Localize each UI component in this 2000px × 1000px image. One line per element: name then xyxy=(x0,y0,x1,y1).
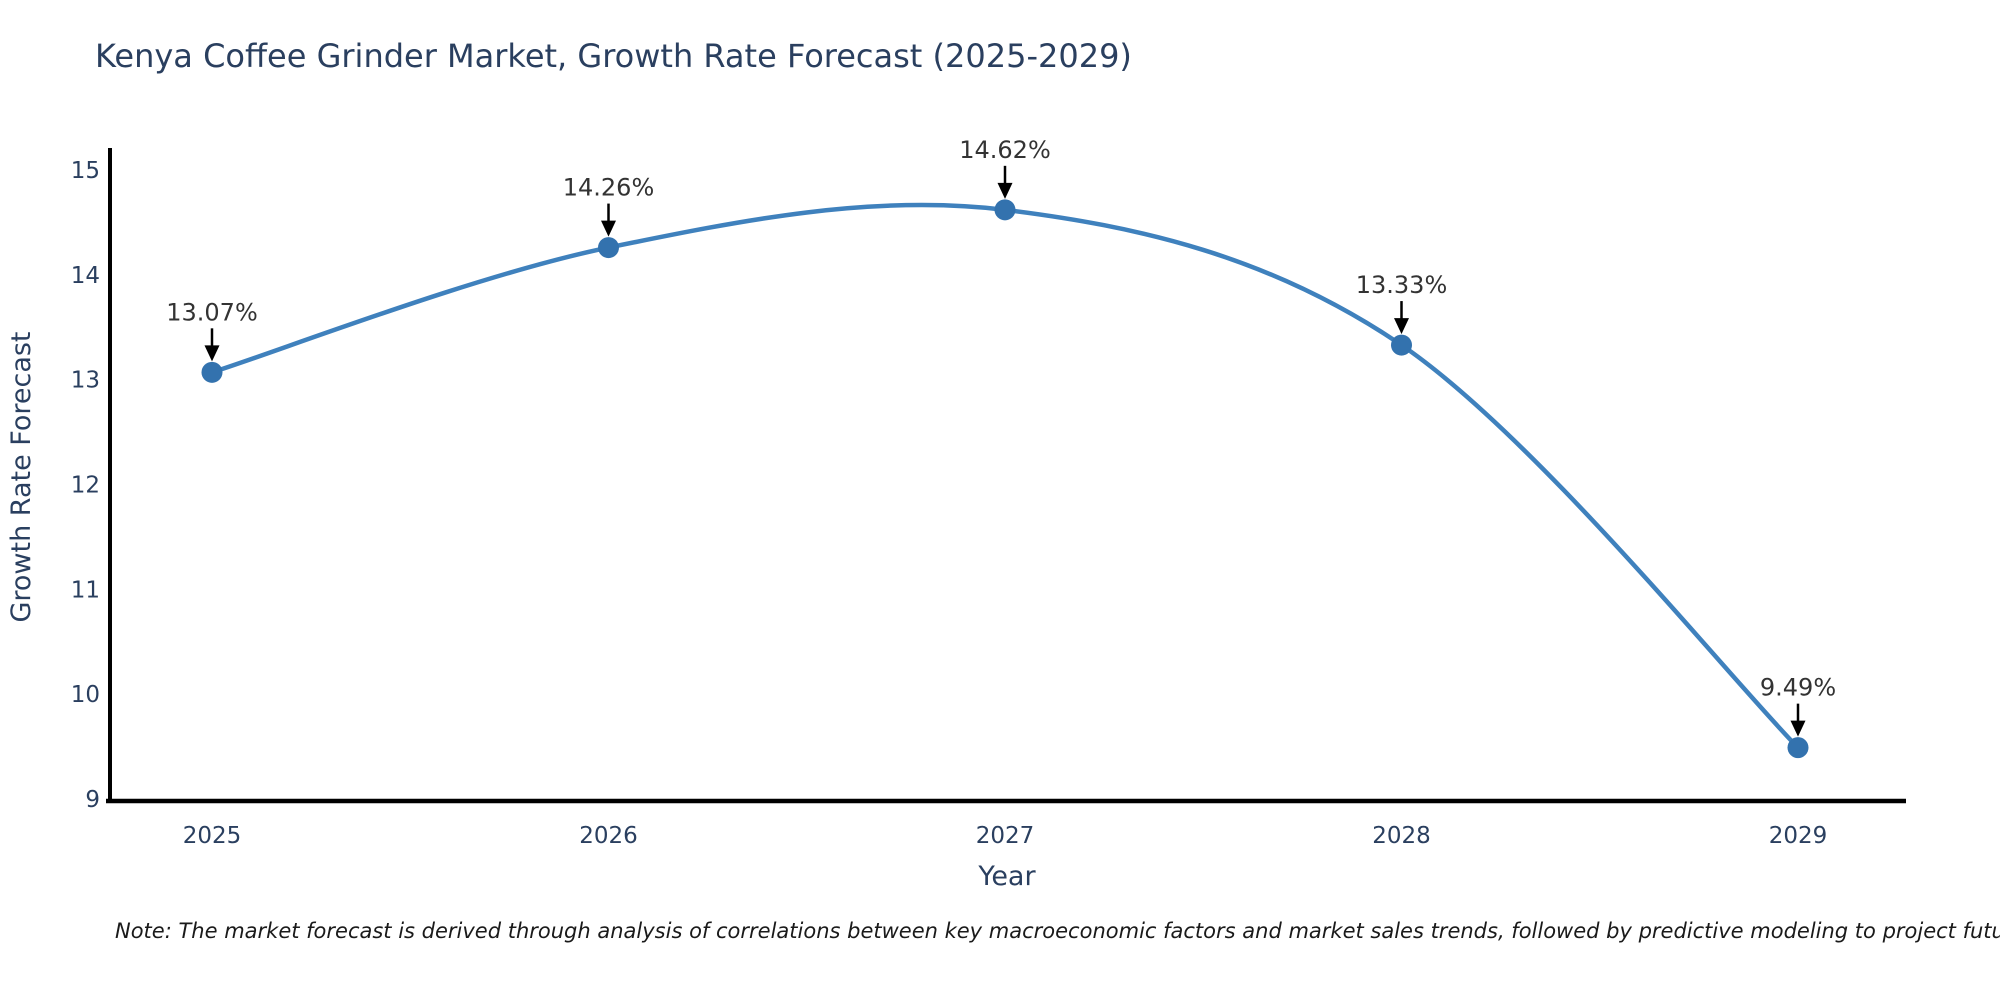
annotation-label-2029: 9.49% xyxy=(1760,674,1836,702)
annotation-arrow-head xyxy=(601,220,616,237)
annotation-label-2026: 14.26% xyxy=(563,174,655,202)
y-tick-14: 14 xyxy=(71,263,100,289)
annotation-2026: 14.26% xyxy=(563,174,655,237)
annotation-label-2028: 13.33% xyxy=(1356,271,1448,299)
x-tick-2025: 2025 xyxy=(183,823,242,849)
footnote: Note: The market forecast is derived thr… xyxy=(115,919,2000,943)
annotation-2025: 13.07% xyxy=(166,298,258,362)
y-tick-13: 13 xyxy=(71,368,100,394)
annotation-2027: 14.62% xyxy=(959,136,1051,199)
data-point-2027 xyxy=(994,199,1016,221)
y-axis-tick-labels: 9 10 11 12 13 14 15 xyxy=(71,158,100,813)
annotation-label-2025: 13.07% xyxy=(166,298,258,326)
data-point-2025 xyxy=(201,361,223,383)
annotation-arrow-head xyxy=(1394,318,1409,335)
x-tick-2029: 2029 xyxy=(1769,823,1828,849)
annotation-arrow-head xyxy=(1790,720,1806,737)
point-annotations: 13.07% 14.26% 14.62% 13.33% 9.49% xyxy=(166,136,1836,737)
y-tick-11: 11 xyxy=(71,577,100,603)
data-point-2028 xyxy=(1391,334,1412,356)
forecast-line xyxy=(211,202,1800,750)
y-tick-10: 10 xyxy=(71,682,100,708)
x-tick-2026: 2026 xyxy=(579,823,638,849)
annotation-arrow-head xyxy=(204,345,220,362)
y-tick-12: 12 xyxy=(71,473,100,499)
y-axis-title: Growth Rate Forecast xyxy=(6,331,37,622)
data-points xyxy=(201,199,1809,759)
annotation-arrow-head xyxy=(997,182,1013,199)
x-axis-tick-labels: 2025 2026 2027 2028 2029 xyxy=(183,823,1828,849)
annotation-2028: 13.33% xyxy=(1356,271,1448,335)
data-point-2026 xyxy=(598,237,619,259)
annotation-label-2027: 14.62% xyxy=(959,136,1051,164)
x-axis-title: Year xyxy=(977,861,1036,892)
x-tick-2027: 2027 xyxy=(976,823,1035,849)
chart-title: Kenya Coffee Grinder Market, Growth Rate… xyxy=(95,37,1132,75)
data-point-2029 xyxy=(1787,737,1809,759)
y-tick-9: 9 xyxy=(85,787,100,813)
x-tick-2028: 2028 xyxy=(1372,823,1431,849)
y-tick-15: 15 xyxy=(71,158,100,184)
annotation-2029: 9.49% xyxy=(1760,674,1836,737)
